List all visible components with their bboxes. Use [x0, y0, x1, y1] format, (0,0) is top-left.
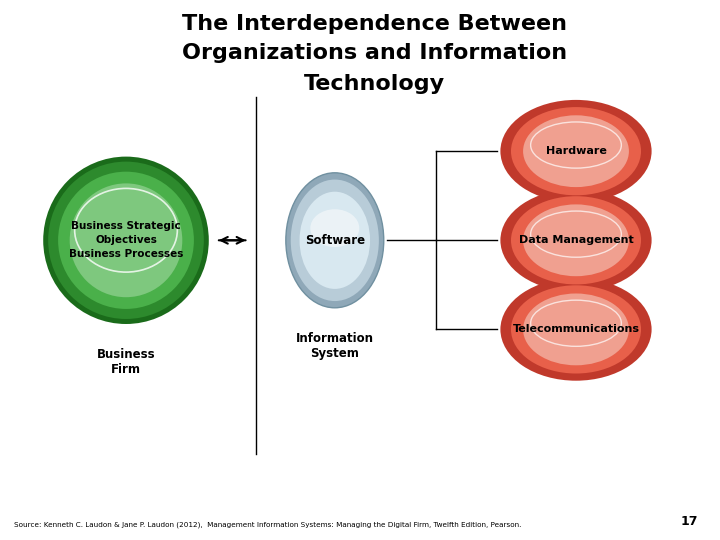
Ellipse shape [291, 179, 379, 301]
Text: Software: Software [305, 234, 365, 247]
Text: Information
System: Information System [296, 332, 374, 360]
Text: Source: Kenneth C. Laudon & Jane P. Laudon (2012),  Management Information Syste: Source: Kenneth C. Laudon & Jane P. Laud… [14, 522, 522, 528]
Text: Organizations and Information: Organizations and Information [182, 43, 567, 63]
Ellipse shape [511, 196, 641, 285]
Text: Technology: Technology [304, 74, 445, 94]
Ellipse shape [70, 184, 182, 297]
Ellipse shape [48, 161, 204, 319]
Ellipse shape [511, 107, 641, 195]
Text: Business
Firm: Business Firm [96, 348, 156, 376]
Ellipse shape [523, 294, 629, 365]
Ellipse shape [310, 209, 359, 247]
Text: Hardware: Hardware [546, 146, 606, 156]
Ellipse shape [511, 285, 641, 374]
Ellipse shape [286, 173, 384, 308]
Ellipse shape [300, 192, 370, 289]
Ellipse shape [500, 100, 652, 202]
Text: Telecommunications: Telecommunications [513, 325, 639, 334]
Ellipse shape [43, 157, 209, 324]
Ellipse shape [500, 189, 652, 292]
Ellipse shape [523, 204, 629, 276]
Ellipse shape [500, 278, 652, 381]
Text: The Interdependence Between: The Interdependence Between [182, 14, 567, 33]
Text: 17: 17 [681, 515, 698, 528]
Text: Data Management: Data Management [518, 235, 634, 245]
Ellipse shape [58, 172, 194, 309]
Text: Business Strategic
Objectives
Business Processes: Business Strategic Objectives Business P… [69, 221, 183, 259]
Ellipse shape [523, 115, 629, 187]
